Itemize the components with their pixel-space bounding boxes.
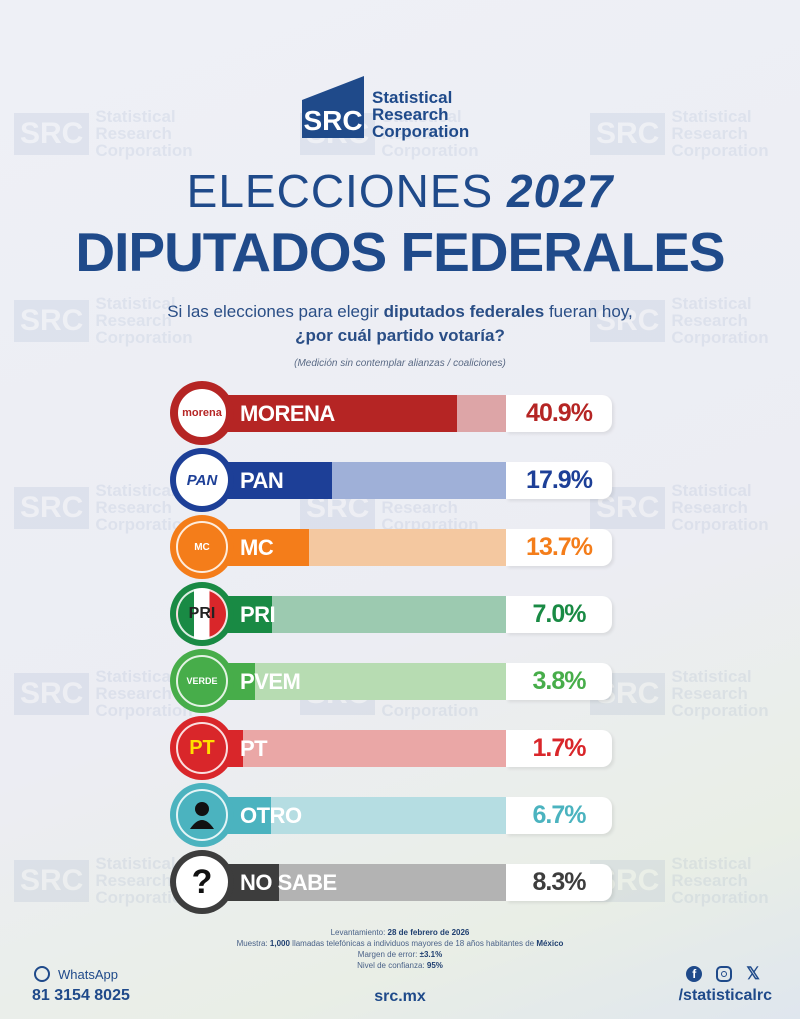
party-logo-icon: VERDE — [170, 649, 234, 713]
survey-details: Levantamiento: 28 de febrero de 2026 Mue… — [0, 927, 800, 971]
party-label: NO SABE — [240, 870, 337, 895]
social-icons: f 𝕏 — [686, 964, 760, 983]
bar-row: OTRO 6.7% — [170, 783, 615, 847]
bar-fill — [190, 395, 458, 432]
value-label: 17.9% — [506, 462, 612, 499]
value-label: 8.3% — [506, 864, 612, 901]
value-label: 13.7% — [506, 529, 612, 566]
question-text: fueran hoy, — [544, 302, 633, 321]
value: México — [536, 939, 564, 948]
x-icon[interactable]: 𝕏 — [746, 964, 760, 983]
bar-row: morena MORENA 40.9% — [170, 381, 615, 445]
value: ±3.1% — [419, 950, 443, 959]
question-text: Si las elecciones para elegir — [167, 302, 384, 321]
question-line2: ¿por cuál partido votaría? — [295, 326, 505, 345]
methodology-note: (Medición sin contemplar alianzas / coal… — [294, 358, 506, 369]
bar-row: PRI PRI 7.0% — [170, 582, 615, 646]
party-logo-icon: PRI — [170, 582, 234, 646]
bar-row: MC MC 13.7% — [170, 515, 615, 579]
party-label: PRI — [240, 602, 276, 627]
bar-row: ? NO SABE 8.3% — [170, 850, 615, 914]
value-label: 3.8% — [506, 663, 612, 700]
logo-line: Corporation — [372, 122, 470, 141]
logo-text: Statistical Research Corporation — [372, 89, 469, 140]
facebook-icon[interactable]: f — [686, 966, 703, 982]
whatsapp-label: WhatsApp — [58, 966, 118, 982]
party-label: PT — [240, 736, 268, 761]
social-handle[interactable]: /statisticalrc — [678, 987, 772, 1004]
label: Nivel de confianza: — [357, 961, 427, 970]
party-logo-icon: PT — [170, 716, 234, 780]
party-logo-icon — [170, 783, 234, 847]
page-title: DIPUTADOS FEDERALES — [75, 221, 725, 283]
survey-confidence: Nivel de confianza: 95% — [0, 960, 800, 971]
bar-row: PAN PAN 17.9% — [170, 448, 615, 512]
title-year: 2027 — [506, 165, 614, 217]
question: Si las elecciones para elegir diputados … — [0, 300, 800, 348]
bar-row: PT PT 1.7% — [170, 716, 615, 780]
value-label: 1.7% — [506, 730, 612, 767]
value: 1,000 — [269, 939, 290, 948]
value: 28 de febrero de 2026 — [387, 928, 470, 937]
title-prefix: ELECCIONES — [186, 165, 494, 217]
logo-line: Research — [372, 105, 449, 124]
value-label: 40.9% — [506, 395, 612, 432]
party-logo-icon: morena — [170, 381, 234, 445]
phone-number[interactable]: 81 3154 8025 — [32, 987, 130, 1004]
logo-mark: SRC — [300, 74, 366, 140]
logo-abbr: SRC — [303, 105, 362, 136]
party-label: OTRO — [240, 803, 302, 828]
party-logo-icon: ? — [170, 850, 234, 914]
party-logo-icon: PAN — [170, 448, 234, 512]
logo-line: Statistical — [372, 88, 453, 107]
bar-row: VERDE PVEM 3.8% — [170, 649, 615, 713]
party-label: PVEM — [240, 669, 301, 694]
website-link[interactable]: src.mx — [374, 988, 426, 1005]
party-logo-icon: MC — [170, 515, 234, 579]
party-label: MORENA — [240, 401, 335, 426]
value: 95% — [426, 961, 443, 970]
instagram-icon[interactable] — [716, 966, 733, 982]
survey-margin: Margen de error: ±3.1% — [0, 949, 800, 960]
party-label: MC — [240, 535, 274, 560]
src-logo: SRC Statistical Research Corporation — [300, 74, 469, 140]
survey-sample: Muestra: 1,000 llamadas telefónicas a in… — [0, 938, 800, 949]
title-elecciones: ELECCIONES 2027 — [0, 164, 800, 218]
whatsapp-icon — [34, 966, 50, 982]
label: llamadas telefónicas a individuos mayore… — [289, 939, 537, 948]
question-bold: diputados federales — [383, 302, 545, 321]
value-label: 7.0% — [506, 596, 612, 633]
label: Muestra: — [236, 939, 270, 948]
label: Margen de error: — [357, 950, 420, 959]
whatsapp-contact[interactable]: WhatsApp — [34, 966, 118, 982]
survey-date: Levantamiento: 28 de febrero de 2026 — [0, 927, 800, 938]
label: Levantamiento: — [330, 928, 388, 937]
party-label: PAN — [240, 468, 284, 493]
value-label: 6.7% — [506, 797, 612, 834]
